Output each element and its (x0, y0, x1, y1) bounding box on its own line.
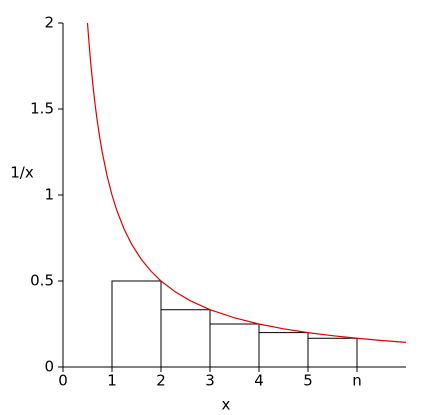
bar (111, 280, 162, 368)
y-tick-label: 0 (44, 358, 54, 376)
y-axis-label: 1/x (10, 164, 34, 182)
x-tick-label: 4 (254, 372, 264, 390)
bar (307, 337, 358, 368)
y-tick-label: 2 (44, 14, 54, 32)
bar (258, 332, 309, 368)
x-tick-label: n (352, 372, 362, 390)
x-tick-label: 0 (58, 372, 68, 390)
bar (209, 323, 260, 368)
y-tick-label: 0.5 (30, 272, 54, 290)
x-tick-label: 5 (303, 372, 313, 390)
y-tick-label: 1.5 (30, 100, 54, 118)
x-tick-label: 3 (205, 372, 215, 390)
x-tick-label: 1 (107, 372, 117, 390)
x-axis-label: x (222, 396, 231, 414)
x-tick-label: 2 (156, 372, 166, 390)
y-tick-label: 1 (44, 186, 54, 204)
bar (160, 309, 211, 368)
curve (86, 22, 407, 344)
